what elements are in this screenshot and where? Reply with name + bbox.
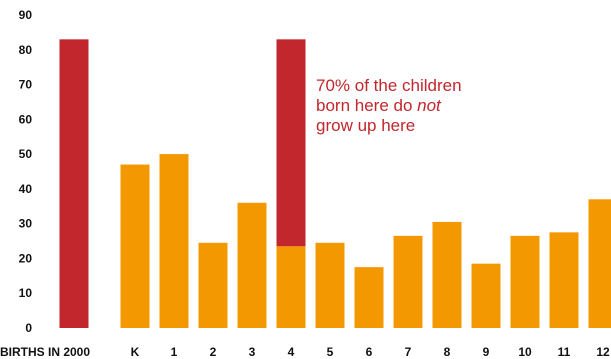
bar-7	[393, 235, 423, 328]
bar-6	[354, 267, 384, 328]
bar-5	[315, 242, 345, 328]
bar-2	[198, 242, 228, 328]
x-tick-k: K	[131, 345, 140, 359]
y-tick-40: 40	[19, 182, 33, 196]
bar-11	[549, 232, 579, 328]
annotation-line-2: born here do not	[316, 96, 442, 115]
y-tick-20: 20	[19, 251, 33, 265]
x-axis-ticks: BIRTHS IN 2000 K 1 2 3 4 5 6 7 8 9 10 11 12	[0, 345, 610, 359]
x-tick-11: 11	[558, 345, 571, 359]
x-tick-7: 7	[405, 345, 412, 359]
annotation-line-2-text: born here do	[316, 96, 417, 115]
bar-12	[588, 199, 611, 328]
y-tick-10: 10	[19, 286, 33, 300]
x-tick-2: 2	[210, 345, 217, 359]
x-tick-1: 1	[171, 345, 178, 359]
bar-10	[510, 235, 540, 328]
annotation-line-3: grow up here	[316, 116, 415, 135]
bar-3	[237, 202, 267, 328]
bars-group	[59, 39, 611, 328]
y-tick-50: 50	[19, 147, 33, 161]
bar-1	[159, 154, 189, 328]
x-tick-5: 5	[327, 345, 334, 359]
x-tick-3: 3	[249, 345, 256, 359]
bar-births-in-2000	[59, 39, 89, 328]
bar-overlay-4	[276, 39, 306, 247]
x-tick-10: 10	[518, 345, 532, 359]
annotation-emphasis: not	[417, 96, 442, 115]
y-tick-90: 90	[19, 8, 33, 22]
y-tick-80: 80	[19, 43, 33, 57]
x-tick-8: 8	[444, 345, 451, 359]
x-tick-births-in-2000: BIRTHS IN 2000	[0, 345, 90, 359]
y-tick-30: 30	[19, 217, 33, 231]
y-tick-0: 0	[25, 321, 32, 335]
x-tick-12: 12	[596, 345, 610, 359]
x-tick-9: 9	[483, 345, 490, 359]
annotation-line-1: 70% of the children	[316, 76, 462, 95]
bar-9	[471, 263, 501, 328]
annotation: 70% of the children born here do not gro…	[316, 76, 466, 135]
bar-8	[432, 221, 462, 328]
y-tick-60: 60	[19, 112, 33, 126]
bar-k	[120, 164, 150, 328]
x-tick-4: 4	[288, 345, 295, 359]
y-axis-ticks: 0 10 20 30 40 50 60 70 80 90	[19, 8, 33, 335]
y-tick-70: 70	[19, 78, 33, 92]
x-tick-6: 6	[366, 345, 373, 359]
bar-4	[276, 246, 306, 328]
